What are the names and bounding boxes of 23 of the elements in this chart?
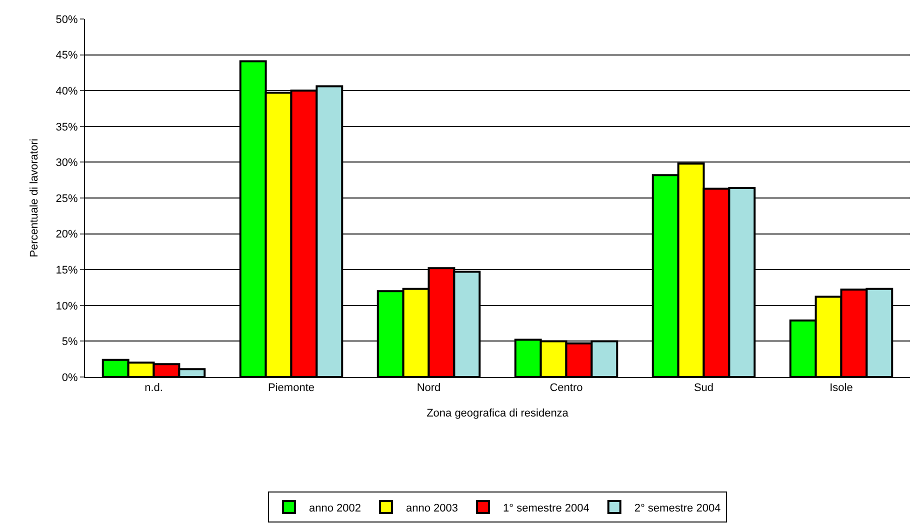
y-tick-label: 5%	[62, 336, 78, 348]
x-tick-label: Piemonte	[268, 382, 314, 394]
x-tick-label: Sud	[694, 382, 714, 394]
y-tick-label: 45%	[56, 50, 78, 62]
y-tick-label: 25%	[56, 192, 78, 205]
x-axis-title: Zona geografica di residenza	[426, 407, 570, 420]
x-tick-label: n.d.	[144, 382, 163, 394]
y-tick-label: 20%	[56, 228, 78, 241]
legend-label: anno 2003	[406, 502, 458, 514]
y-tick-label: 40%	[56, 85, 78, 98]
y-tick-label: 15%	[56, 264, 78, 276]
y-tick-label: 50%	[56, 14, 78, 26]
x-tick-label: Nord	[416, 382, 441, 394]
x-tick-label: Isole	[830, 382, 853, 394]
x-tick-label: Centro	[550, 382, 583, 394]
legend-label: 2° semestre 2004	[634, 502, 721, 514]
legend-label: anno 2002	[309, 502, 361, 514]
y-tick-label: 30%	[56, 157, 78, 170]
y-tick-label: 35%	[56, 121, 78, 134]
legend-label: 1° semestre 2004	[503, 502, 590, 514]
y-axis-title: Percentuale di lavoratori	[28, 138, 40, 258]
y-tick-label: 10%	[56, 300, 78, 312]
y-tick-label: 0%	[62, 372, 78, 384]
